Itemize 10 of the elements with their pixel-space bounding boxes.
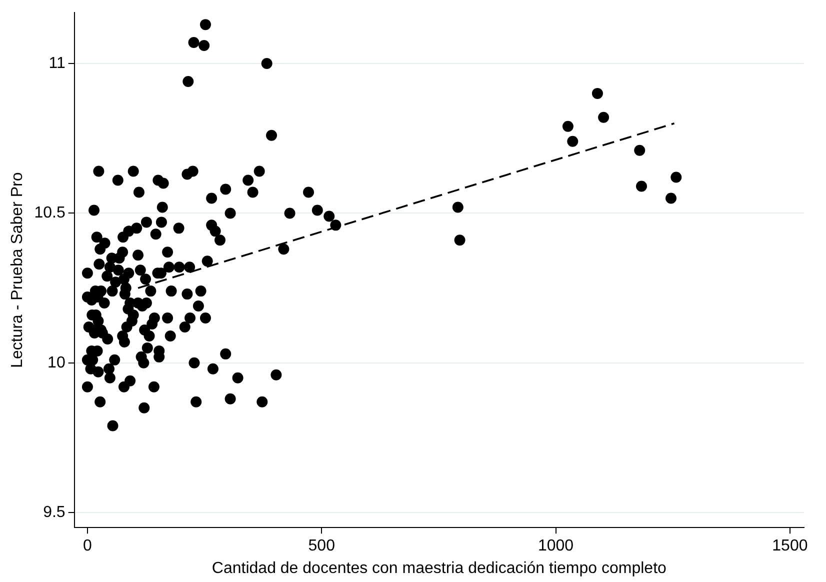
y-tick-label: 10 [48,354,66,372]
y-tick-label: 10.5 [34,204,66,222]
y-axis-title: Lectura - Prueba Saber Pro [9,172,26,368]
x-axis-title: Cantidad de docentes con maestria dedicación tiempo completo [212,560,667,577]
x-tick-label: 1000 [538,538,574,555]
y-tick-label: 11 [48,54,66,72]
x-tick-label: 500 [308,538,336,555]
y-tick-label: 9.5 [43,504,66,522]
x-tick-label: 0 [83,538,92,555]
x-tick-label: 1500 [772,538,808,555]
